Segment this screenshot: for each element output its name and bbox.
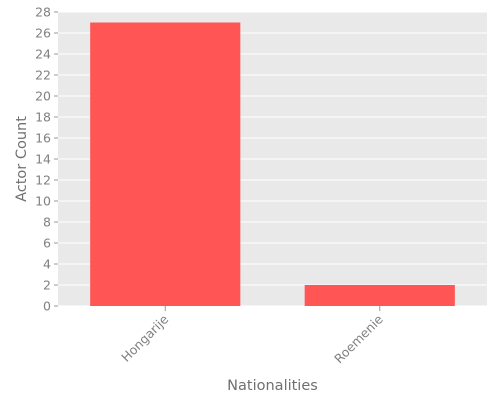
y-tick-label: 16 <box>35 131 51 146</box>
y-tick-label: 0 <box>43 299 51 314</box>
bar <box>304 285 455 306</box>
bars <box>90 22 455 306</box>
x-axis-label: Nationalities <box>227 378 318 394</box>
y-axis-label: Actor Count <box>14 116 30 202</box>
bar <box>90 22 241 306</box>
y-tick-label: 26 <box>35 26 51 41</box>
y-tick-label: 6 <box>43 236 51 251</box>
y-tick-label: 24 <box>35 47 51 62</box>
x-tick-label: Roemenie <box>331 311 386 366</box>
x-axis-ticks: Hongarije Roemenie <box>118 306 386 366</box>
y-tick-label: 28 <box>35 5 51 20</box>
y-tick-label: 4 <box>43 257 51 272</box>
x-tick-label: Hongarije <box>118 311 171 364</box>
y-tick-label: 14 <box>35 152 51 167</box>
y-tick-label: 22 <box>35 68 51 83</box>
y-tick-label: 18 <box>35 110 51 125</box>
y-tick-label: 10 <box>35 194 51 209</box>
y-tick-label: 2 <box>43 278 51 293</box>
y-tick-label: 8 <box>43 215 51 230</box>
y-tick-label: 20 <box>35 89 51 104</box>
y-tick-label: 12 <box>35 173 51 188</box>
